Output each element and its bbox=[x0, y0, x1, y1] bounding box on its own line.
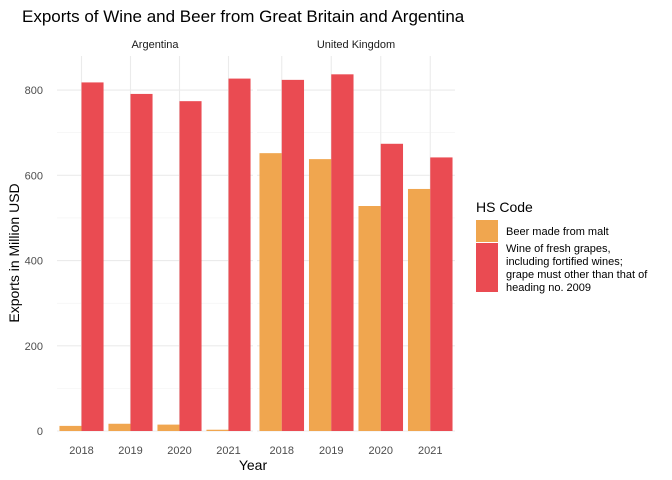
x-tick-label: 2018 bbox=[69, 445, 93, 457]
bar-wine-2020 bbox=[380, 143, 404, 431]
legend-label-line: grape must other than that of bbox=[506, 269, 648, 281]
x-tick-label: 2019 bbox=[118, 445, 142, 457]
y-tick-label: 600 bbox=[25, 170, 43, 182]
legend-key-wine bbox=[476, 243, 498, 292]
legend-label-line: heading no. 2009 bbox=[506, 282, 591, 294]
legend-label-line: including fortified wines; bbox=[506, 256, 623, 268]
y-tick-label: 800 bbox=[25, 85, 43, 97]
bar-beer-2019 bbox=[108, 423, 131, 431]
x-tick-label: 2020 bbox=[369, 445, 393, 457]
bar-wine-2018 bbox=[281, 79, 305, 431]
legend: HS Code Beer made from malt Wine of fresh… bbox=[476, 199, 648, 294]
facet-label: United Kingdom bbox=[317, 39, 395, 51]
facet-panel-argentina: 2018 2019 2020 2021 Argentina bbox=[57, 39, 253, 457]
chart-title: Exports of Wine and Beer from Great Brit… bbox=[22, 7, 465, 26]
bar-beer-2020 bbox=[358, 206, 381, 431]
bar-wine-2020 bbox=[179, 101, 202, 431]
bar-beer-2020 bbox=[157, 424, 180, 431]
bar-wine-2019 bbox=[331, 74, 354, 432]
x-tick-label: 2018 bbox=[270, 445, 294, 457]
bar-wine-2021 bbox=[430, 157, 453, 431]
bar-beer-2018 bbox=[59, 425, 82, 431]
legend-label-line: Wine of fresh grapes, bbox=[506, 243, 611, 255]
bar-wine-2018 bbox=[81, 82, 104, 431]
bar-wine-2021 bbox=[228, 78, 251, 431]
bar-beer-2021 bbox=[407, 188, 431, 431]
y-tick-label: 400 bbox=[25, 256, 43, 268]
legend-label-wine: Wine of fresh grapes, including fortified… bbox=[506, 243, 648, 294]
legend-label-beer: Beer made from malt bbox=[506, 226, 609, 238]
x-tick-label: 2020 bbox=[167, 445, 191, 457]
legend-label-line: Beer made from malt bbox=[506, 226, 609, 238]
bar-wine-2019 bbox=[130, 93, 153, 431]
bar-beer-2018 bbox=[259, 153, 282, 431]
bar-beer-2021 bbox=[206, 429, 229, 431]
y-tick-label: 0 bbox=[37, 426, 43, 438]
facet-panels: 2018 2019 2020 2021 Argentina 2018 2019 2020 202… bbox=[25, 39, 455, 457]
x-tick-label: 2021 bbox=[418, 445, 442, 457]
x-tick-label: 2021 bbox=[216, 445, 240, 457]
facet-label: Argentina bbox=[131, 39, 179, 51]
bar-beer-2019 bbox=[308, 159, 332, 431]
x-tick-label: 2019 bbox=[319, 445, 343, 457]
y-axis-title: Exports in Million USD bbox=[6, 183, 22, 322]
legend-title: HS Code bbox=[476, 199, 533, 215]
legend-key-beer bbox=[476, 220, 498, 242]
y-tick-label: 200 bbox=[25, 341, 43, 353]
facet-panel-united-kingdom: 2018 2019 2020 2021 United Kingdom bbox=[257, 39, 455, 457]
x-axis-title: Year bbox=[239, 457, 268, 473]
